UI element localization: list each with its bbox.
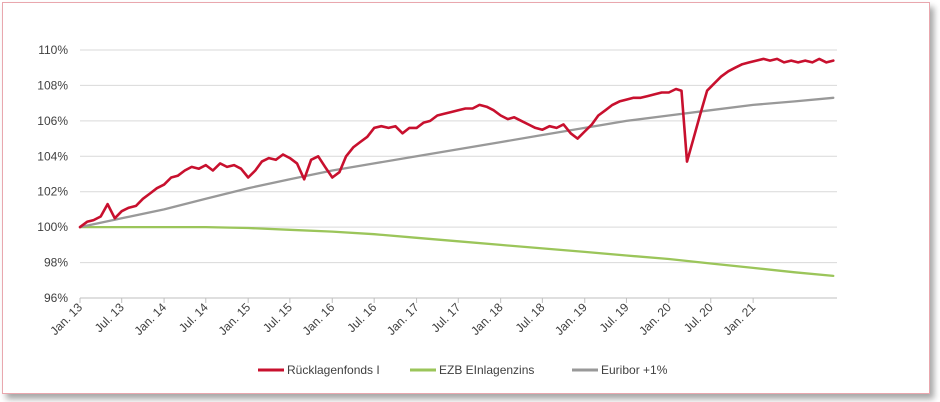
series-line-2 [78, 96, 835, 229]
x-tick-label: Jul. 18 [513, 300, 548, 335]
x-tick-label: Jul. 19 [597, 300, 632, 335]
x-tick-label: Jul. 20 [681, 300, 716, 335]
x-tick-label: Jul. 15 [260, 300, 295, 335]
x-tick-label: Jan. 13 [47, 300, 85, 338]
y-tick-label: 98% [44, 256, 68, 270]
y-axis: 110% 108% 106% 104% 102% 100% 98% 96% [37, 43, 68, 305]
x-tick-label: Jan. 15 [216, 300, 254, 338]
x-tick-label: Jan. 20 [636, 300, 674, 338]
y-tick-label: 106% [37, 114, 68, 128]
y-tick-label: 96% [44, 291, 68, 305]
y-tick-label: 108% [37, 78, 68, 92]
x-tick-label: Jan. 16 [300, 300, 338, 338]
chart-frame [2, 2, 930, 394]
y-tick-label: 102% [37, 185, 68, 199]
x-tick-label: Jan. 19 [552, 300, 590, 338]
y-tick-label: 110% [38, 43, 68, 57]
y-tick-label: 104% [37, 149, 68, 163]
x-tick-label: Jul. 14 [176, 300, 211, 335]
legend-label: Euribor +1% [601, 363, 668, 377]
x-tick-label: Jan. 14 [131, 300, 169, 338]
y-tick-label: 100% [37, 220, 68, 234]
x-tick-label: Jan. 17 [384, 300, 422, 338]
x-axis: Jan. 13 Jul. 13 Jan. 14 Jul. 14 Jan. 15 Jul. … [47, 297, 837, 338]
series-lines [78, 57, 835, 278]
x-tick-label: Jan. 18 [468, 300, 506, 338]
x-tick-label: Jul. 13 [92, 300, 127, 335]
x-tick-label: Jul. 16 [344, 300, 379, 335]
grid-lines [80, 49, 837, 264]
series-line-0 [78, 57, 835, 229]
x-tick-label: Jan. 21 [721, 300, 759, 338]
legend-label: Rücklagenfonds I [287, 363, 380, 377]
legend-label: EZB EInlagenzins [439, 363, 534, 377]
legend: Rücklagenfonds I EZB EInlagenzins Euribor … [258, 363, 668, 377]
x-tick-label: Jul. 17 [428, 300, 463, 335]
series-line-1 [78, 225, 835, 278]
